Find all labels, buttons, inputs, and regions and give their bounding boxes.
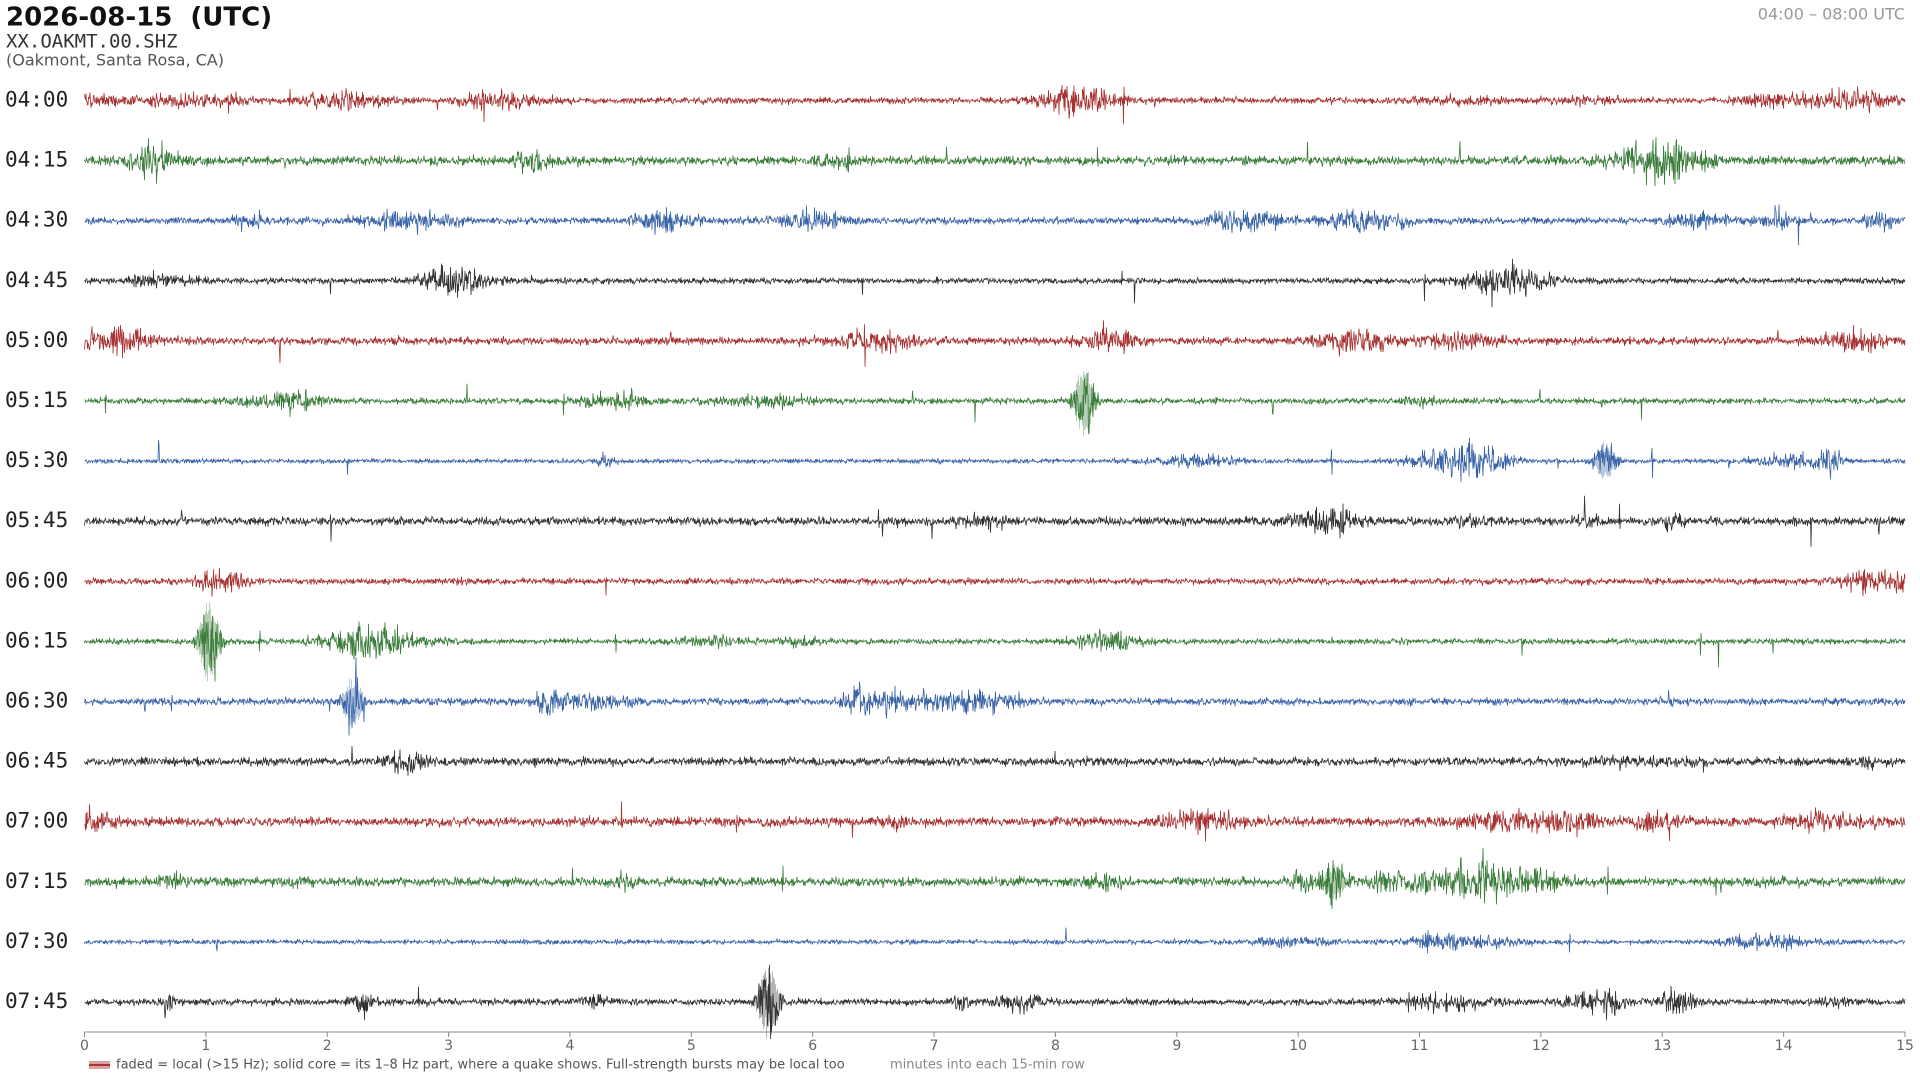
row-label: 06:15: [5, 628, 68, 652]
row-label: 05:15: [5, 388, 68, 412]
row-label: 04:30: [5, 208, 68, 232]
trace: [84, 258, 1906, 308]
row-label: 04:15: [5, 148, 68, 172]
x-tick-label: 10: [1289, 1038, 1307, 1054]
row-label: 04:45: [5, 268, 68, 292]
x-tick-label: 11: [1411, 1038, 1429, 1054]
title: 2026-08-15 (UTC): [6, 3, 272, 33]
x-tick-label: 2: [323, 1038, 332, 1054]
station: XX.OAKMT.00.SHZ: [6, 31, 178, 53]
x-tick-label: 13: [1653, 1038, 1671, 1054]
location: (Oakmont, Santa Rosa, CA): [6, 51, 224, 70]
row-label: 05:30: [5, 448, 68, 472]
x-tick-label: 8: [1051, 1038, 1060, 1054]
x-tick-label: 3: [444, 1038, 453, 1054]
x-tick-label: 14: [1775, 1038, 1793, 1054]
trace: [84, 801, 1906, 842]
row-label: 04:00: [5, 88, 68, 112]
trace: [84, 657, 1906, 736]
row-label: 06:45: [5, 749, 68, 773]
x-axis-label: minutes into each 15-min row: [890, 1058, 1085, 1073]
row-label: 07:00: [5, 809, 68, 833]
legend-text: faded = local (>15 Hz); solid core = its…: [116, 1058, 845, 1073]
trace: [84, 847, 1906, 910]
trace: [84, 746, 1906, 776]
trace: [84, 495, 1906, 547]
x-tick-label: 6: [808, 1038, 817, 1054]
trace: [84, 615, 1906, 682]
row-label: 05:00: [5, 328, 68, 352]
row-label: 05:45: [5, 508, 68, 532]
row-label: 06:00: [5, 568, 68, 592]
trace: [84, 137, 1906, 187]
x-tick-label: 4: [566, 1038, 575, 1054]
x-tick-label: 0: [80, 1038, 89, 1054]
row-label: 07:15: [5, 869, 68, 893]
trace: [84, 320, 1906, 367]
trace: [84, 927, 1905, 954]
row-label: 07:30: [5, 929, 68, 953]
trace: [84, 372, 1906, 435]
x-tick-label: 1: [201, 1038, 210, 1054]
x-tick-label: 12: [1532, 1038, 1550, 1054]
x-tick-label: 7: [930, 1038, 939, 1054]
trace: [84, 567, 1906, 597]
row-label: 07:45: [5, 989, 68, 1013]
x-tick-label: 5: [687, 1038, 696, 1054]
x-tick-label: 9: [1172, 1038, 1181, 1054]
trace: [84, 964, 1906, 1040]
trace: [84, 437, 1906, 483]
time-range: 04:00 – 08:00 UTC: [1758, 5, 1905, 24]
x-tick-label: 15: [1896, 1038, 1914, 1054]
trace: [84, 204, 1906, 246]
trace: [84, 84, 1906, 125]
row-label: 06:30: [5, 689, 68, 713]
